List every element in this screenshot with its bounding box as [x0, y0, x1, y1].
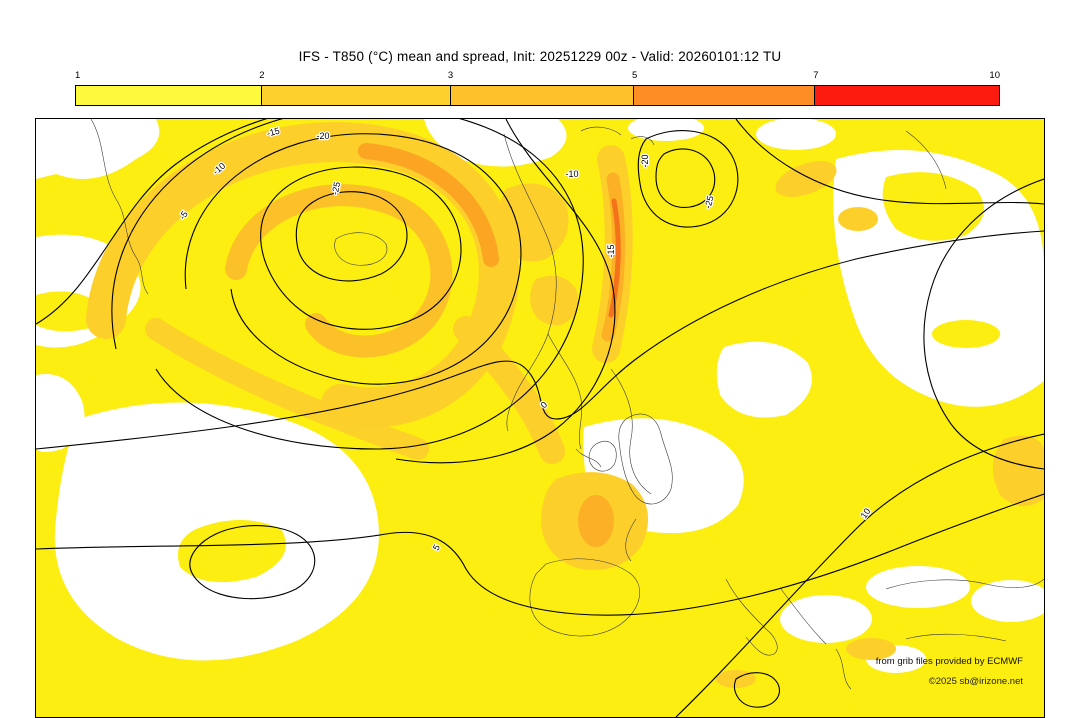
- contour-label: -25: [330, 181, 342, 196]
- spread-shading-yellow-islands: [36, 172, 1000, 583]
- colorbar-tick: 7: [813, 70, 819, 81]
- coastlines: [90, 119, 1044, 690]
- colorbar-tick: 3: [447, 70, 454, 81]
- contour-lines: [36, 119, 1044, 717]
- credit-ecmwf: from grib files provided by ECMWF: [875, 656, 1023, 667]
- contour-label: -15: [606, 244, 616, 257]
- contour-label: -20: [640, 154, 650, 167]
- colorbar-segment-3: [450, 86, 635, 105]
- credit-copyright: ©2025 sb@irizone.net: [928, 676, 1023, 687]
- colorbar-segment-1: [76, 86, 263, 105]
- colorbar-segment-5: [815, 86, 999, 105]
- contour-label: 5: [431, 543, 442, 552]
- contour-label: -25: [703, 195, 716, 210]
- map-svg: -10 -15 -20 -25 -5 -10 -20 -25 -15 0 5 1…: [36, 119, 1044, 717]
- colorbar-segment-4: [634, 86, 816, 105]
- colorbar-tick: 10: [989, 70, 1000, 81]
- map-area: -10 -15 -20 -25 -5 -10 -20 -25 -15 0 5 1…: [35, 118, 1045, 718]
- spread-shading-orange: [86, 122, 1044, 688]
- credits: from grib files provided by ECMWF ©2025 …: [876, 656, 1023, 687]
- colorbar-segment-2: [262, 86, 451, 105]
- contour-label: -10: [565, 169, 578, 179]
- colorbar-tick: 1: [75, 70, 81, 81]
- colorbar-bar: [75, 85, 1000, 106]
- colorbar: 1 2 3 5 7 10: [75, 70, 1000, 106]
- contour-label: -15: [266, 126, 281, 139]
- colorbar-tick: 2: [259, 70, 265, 81]
- contour-label: -20: [316, 131, 329, 141]
- chart-title: IFS - T850 (°C) mean and spread, Init: 2…: [298, 49, 782, 64]
- colorbar-tick: 5: [631, 70, 638, 81]
